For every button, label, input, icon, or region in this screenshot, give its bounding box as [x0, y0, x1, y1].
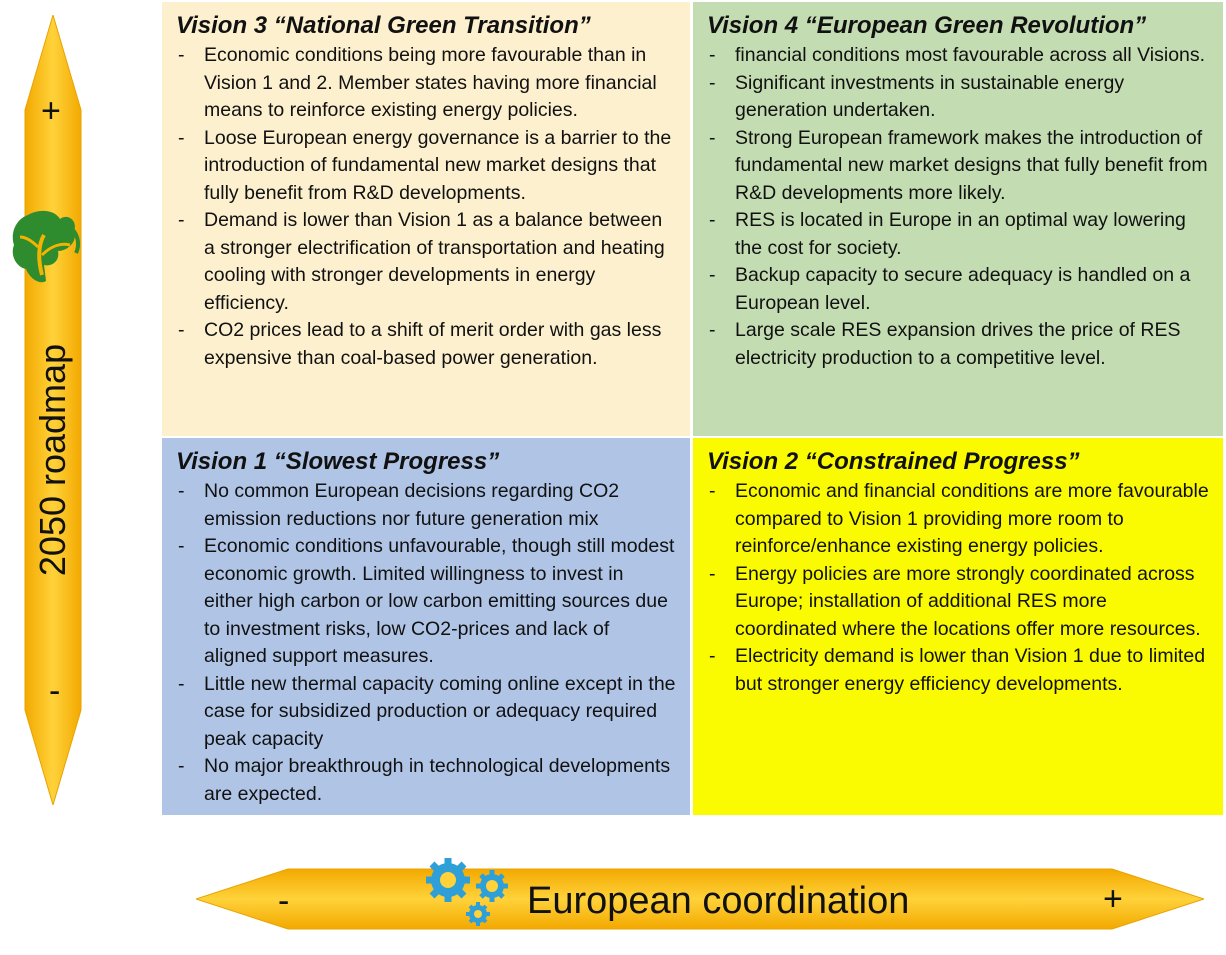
vision3-bullet: Demand is lower than Vision 1 as a balan… [176, 207, 676, 317]
vision4-quadrant: Vision 4 “European Green Revolution” fin… [693, 2, 1223, 436]
vision2-bullet: Economic and financial conditions are mo… [707, 478, 1209, 561]
vision4-title: Vision 4 “European Green Revolution” [707, 12, 1147, 39]
vision1-bullet-list: No common European decisions regarding C… [176, 478, 676, 808]
vision4-bullet: Significant investments in sustainable e… [707, 70, 1209, 125]
vision4-bullet: Strong European framework makes the intr… [707, 125, 1209, 208]
vertical-plus-label: + [41, 92, 61, 130]
horizontal-plus-label: + [1103, 880, 1123, 918]
vision2-bullet: Energy policies are more strongly coordi… [707, 561, 1209, 644]
vision3-title: Vision 3 “National Green Transition” [176, 12, 591, 39]
vision2-quadrant: Vision 2 “Constrained Progress” Economic… [693, 438, 1223, 815]
vertical-axis-label: 2050 roadmap [32, 343, 73, 577]
horizontal-axis-label: European coordination [527, 880, 910, 922]
vision3-bullet: CO2 prices lead to a shift of merit orde… [176, 317, 676, 372]
vision4-bullet: RES is located in Europe in an optimal w… [707, 207, 1209, 262]
vision4-bullet: Large scale RES expansion drives the pri… [707, 317, 1209, 372]
vision1-title: Vision 1 “Slowest Progress” [176, 448, 500, 475]
horizontal-minus-label: - [278, 882, 290, 920]
vertical-minus-label: - [49, 672, 61, 710]
tree-icon [12, 210, 81, 283]
vision2-bullet-list: Economic and financial conditions are mo… [707, 478, 1209, 698]
vision2-bullet: Electricity demand is lower than Vision … [707, 643, 1209, 698]
vision3-bullet: Loose European energy governance is a ba… [176, 125, 676, 208]
vision1-bullet: No major breakthrough in technological d… [176, 753, 676, 808]
gears-icon [426, 858, 508, 926]
vision4-bullet-list: financial conditions most favourable acr… [707, 42, 1209, 372]
vision3-bullet-list: Economic conditions being more favourabl… [176, 42, 676, 372]
vision1-bullet: Little new thermal capacity coming onlin… [176, 671, 676, 754]
vision2-title: Vision 2 “Constrained Progress” [707, 448, 1080, 475]
vision1-quadrant: Vision 1 “Slowest Progress” No common Eu… [162, 438, 690, 815]
vision4-bullet: financial conditions most favourable acr… [707, 42, 1209, 70]
vision1-bullet: No common European decisions regarding C… [176, 478, 676, 533]
vision1-bullet: Economic conditions unfavourable, though… [176, 533, 676, 671]
vision3-quadrant: Vision 3 “National Green Transition” Eco… [162, 2, 690, 436]
vision4-bullet: Backup capacity to secure adequacy is ha… [707, 262, 1209, 317]
vision3-bullet: Economic conditions being more favourabl… [176, 42, 676, 125]
